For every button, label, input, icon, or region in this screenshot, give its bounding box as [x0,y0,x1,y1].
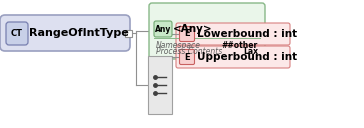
FancyBboxPatch shape [176,23,290,45]
Text: Lowerbound : int: Lowerbound : int [197,29,297,39]
Bar [125,29,132,36]
Text: E: E [184,52,190,61]
FancyBboxPatch shape [154,21,172,37]
Text: ##other: ##other [222,40,258,50]
FancyBboxPatch shape [0,15,130,51]
Text: Lax: Lax [243,47,258,56]
Text: Namespace: Namespace [156,40,201,50]
Text: RangeOfIntType: RangeOfIntType [29,28,129,38]
FancyBboxPatch shape [6,22,28,45]
FancyBboxPatch shape [176,46,290,68]
Text: Upperbound : int: Upperbound : int [197,52,297,62]
FancyBboxPatch shape [179,50,194,65]
FancyBboxPatch shape [179,26,194,41]
Text: Process Contents: Process Contents [156,47,222,56]
Text: CT: CT [11,29,23,38]
Text: E: E [184,29,190,39]
Text: <Any>: <Any> [173,24,213,34]
Bar [148,56,172,114]
FancyBboxPatch shape [149,3,265,59]
Text: Any: Any [155,24,171,34]
